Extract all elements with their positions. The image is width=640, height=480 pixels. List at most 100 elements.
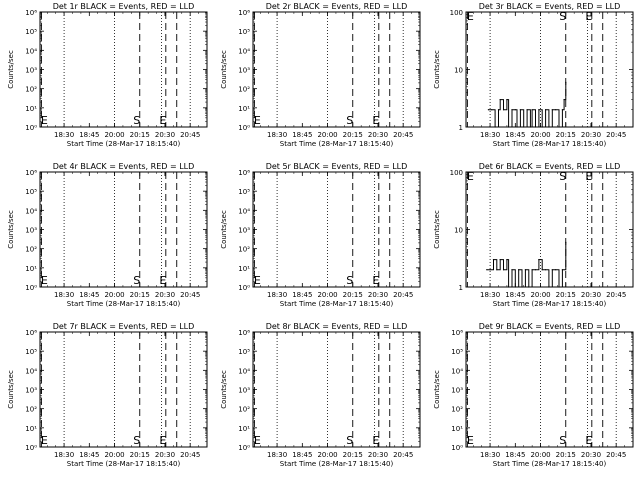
y-tick-label: 10 [454,227,463,235]
y-tick-label: 10⁴ [238,207,250,215]
y-tick-label: 10³ [25,67,37,75]
x-axis-label: Start Time (28-Mar-17 18:15:40) [67,140,181,148]
data-point [511,109,513,111]
data-point [538,258,540,261]
data-point [561,269,563,271]
x-tick-label: 20:15 [343,291,363,299]
marker-label: S [133,434,140,447]
y-tick-label: 10⁶ [238,9,250,17]
x-tick-label: 20:00 [104,291,124,299]
marker-label: E [41,114,48,127]
data-point [561,109,563,111]
panel-2: Det 2r BLACK = Events, RED = LLD E S E 10⁰ 10… [220,2,421,148]
data-point [565,81,567,83]
data-point [502,269,505,271]
data-point [492,258,495,261]
y-tick-label: 10¹ [25,425,37,433]
x-tick-label: 20:30 [155,131,175,139]
data-point [551,269,553,271]
x-axis-label: Start Time (28-Mar-17 18:15:40) [493,460,607,468]
series-line [486,242,567,288]
y-tick-label: 1 [459,284,463,292]
x-tick-label: 18:30 [54,451,74,459]
x-tick-label: 20:15 [556,131,576,139]
data-point [514,109,516,111]
y-tick-label: 10⁰ [25,444,37,452]
data-point [507,126,510,128]
marker-label: E [372,114,379,127]
panel-7: Det 7r BLACK = Events, RED = LLD E S E 10⁰ 10… [7,322,208,468]
marker-label: E [254,114,261,127]
y-tick-label: 10² [25,406,37,414]
y-axis-label: Counts/sec [7,50,15,89]
panel-4: Det 4r BLACK = Events, RED = LLD E S E 10⁰ 10… [7,162,208,308]
y-tick-label: 10³ [238,387,250,395]
data-point [531,109,533,111]
data-point [526,109,528,111]
y-tick-label: 100 [450,169,463,177]
data-point [491,109,493,111]
series-line [488,82,567,128]
y-tick-label: 10⁵ [238,188,250,196]
panel-title: Det 6r BLACK = Events, RED = LLD [479,162,621,171]
x-tick-label: 18:45 [79,131,99,139]
y-tick-label: 10⁵ [238,348,250,356]
data-point [497,109,500,111]
data-point [507,286,510,288]
marker-label: E [41,274,48,287]
plot-frame [252,11,421,128]
y-tick-label: 10¹ [451,425,463,433]
y-tick-label: 10² [238,246,250,254]
data-point [514,286,516,288]
y-axis-label: Counts/sec [433,370,441,409]
x-tick-label: 18:30 [54,131,74,139]
data-point [555,109,557,111]
plot-frame [39,331,208,448]
panel-title: Det 9r BLACK = Events, RED = LLD [479,322,621,331]
plot-frame [252,171,421,288]
x-tick-label: 20:30 [581,131,601,139]
y-tick-label: 10¹ [25,105,37,113]
x-tick-label: 20:30 [155,451,175,459]
marker-label: S [133,274,140,287]
data-point [548,286,550,288]
y-tick-label: 10⁴ [25,47,37,55]
data-point [518,269,520,271]
data-point [486,269,488,271]
data-point [534,269,537,271]
marker-label: E [372,434,379,447]
y-tick-label: 10³ [25,227,37,235]
panel-title: Det 3r BLACK = Events, RED = LLD [479,2,621,11]
y-tick-label: 10² [238,86,250,94]
marker-label: E [467,10,474,23]
panel-title: Det 7r BLACK = Events, RED = LLD [53,322,195,331]
y-tick-label: 10² [25,86,37,94]
y-tick-label: 10⁴ [25,207,37,215]
data-point [519,109,521,111]
x-tick-label: 20:00 [530,451,550,459]
y-tick-label: 10³ [25,387,37,395]
y-tick-label: 10¹ [238,425,250,433]
y-tick-label: 10³ [451,387,463,395]
marker-label: E [585,10,592,23]
x-tick-label: 18:30 [480,291,500,299]
data-point [529,126,532,128]
marker-label: E [467,170,474,183]
x-tick-label: 20:30 [368,451,388,459]
data-point [544,109,547,111]
marker-label: E [159,274,166,287]
y-tick-label: 10⁶ [451,329,463,337]
y-tick-label: 10⁴ [451,367,463,375]
y-tick-label: 10⁶ [238,329,250,337]
x-tick-label: 20:30 [581,451,601,459]
y-tick-label: 10 [454,67,463,75]
data-point [502,109,505,111]
y-tick-label: 10¹ [238,105,250,113]
data-point [524,269,527,271]
x-axis-label: Start Time (28-Mar-17 18:15:40) [493,140,607,148]
x-tick-label: 20:15 [556,451,576,459]
marker-label: S [559,434,566,447]
